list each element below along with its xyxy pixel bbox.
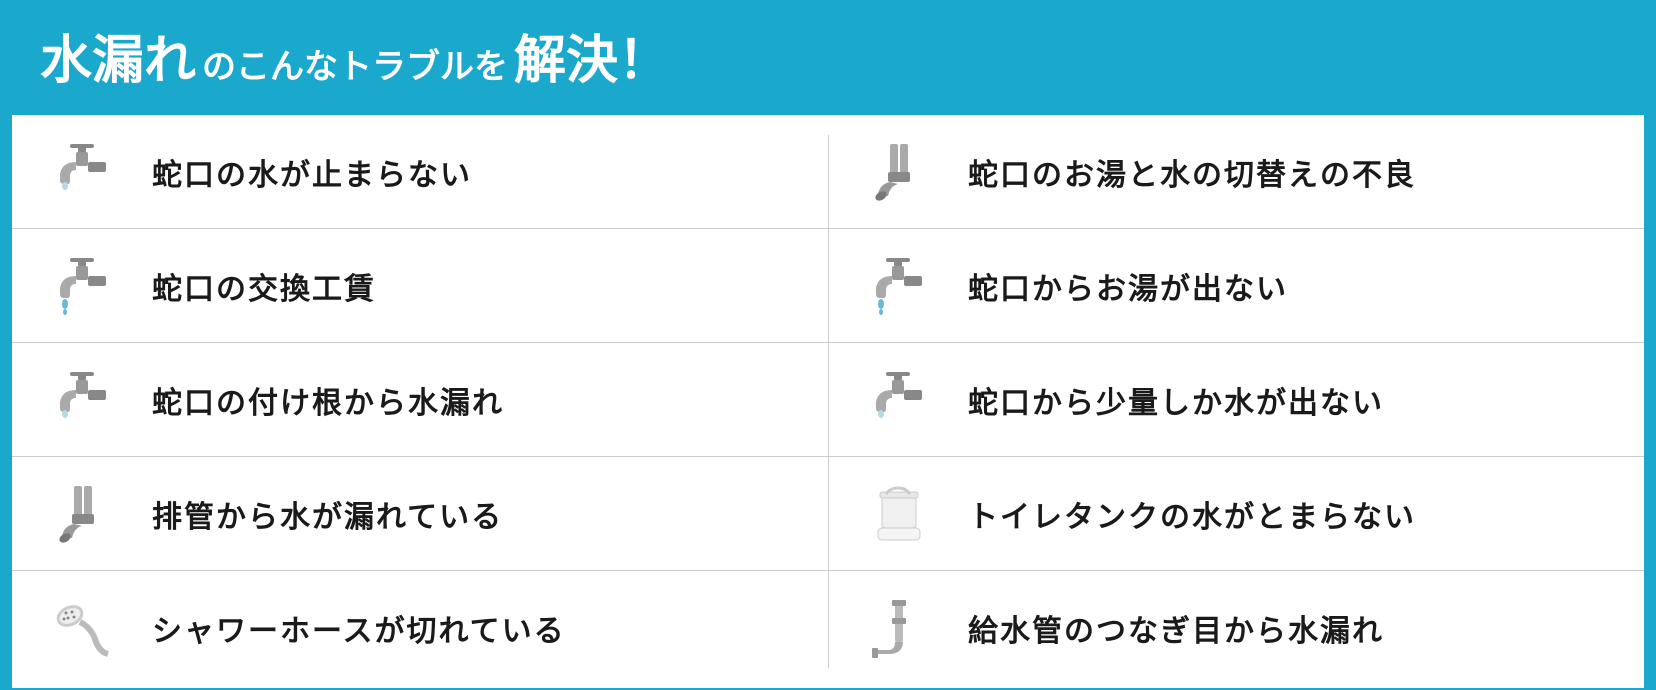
header-regular: のこんなトラブルを: [202, 39, 508, 88]
faucet-icon: [858, 360, 938, 440]
banner-container: 水漏れ のこんなトラブルを 解決！ 蛇口の水が止まらない蛇口の交換工賃蛇口の付け…: [0, 0, 1656, 690]
toilet-tank-icon: [858, 474, 938, 554]
faucet-drip-icon: [858, 246, 938, 326]
trouble-item-label: 蛇口のお湯と水の切替えの不良: [968, 150, 1416, 194]
trouble-item: 蛇口の水が止まらない: [12, 115, 828, 229]
trouble-item: 蛇口の付け根から水漏れ: [12, 343, 828, 457]
trouble-item: 蛇口の交換工賃: [12, 229, 828, 343]
left-column: 蛇口の水が止まらない蛇口の交換工賃蛇口の付け根から水漏れ排管から水が漏れているシ…: [12, 115, 828, 688]
trouble-item-label: 蛇口の水が止まらない: [152, 150, 472, 194]
faucet-drip-icon: [42, 246, 122, 326]
trouble-item: 蛇口から少量しか水が出ない: [828, 343, 1644, 457]
trouble-item: 排管から水が漏れている: [12, 457, 828, 571]
shower-icon: [42, 588, 122, 668]
pipe-joint-icon: [858, 132, 938, 212]
pipe-icon: [858, 588, 938, 668]
faucet-icon: [42, 360, 122, 440]
trouble-item-label: 蛇口からお湯が出ない: [968, 264, 1288, 308]
header-emphasis-2: 解決！: [514, 18, 670, 93]
banner-header: 水漏れ のこんなトラブルを 解決！: [0, 0, 1656, 115]
header-emphasis-1: 水漏れ: [40, 18, 196, 93]
content-panel: 蛇口の水が止まらない蛇口の交換工賃蛇口の付け根から水漏れ排管から水が漏れているシ…: [12, 115, 1644, 688]
trouble-item-label: 蛇口の付け根から水漏れ: [152, 378, 504, 422]
trouble-item: トイレタンクの水がとまらない: [828, 457, 1644, 571]
trouble-item-label: シャワーホースが切れている: [152, 606, 566, 650]
trouble-item: シャワーホースが切れている: [12, 571, 828, 685]
trouble-item-label: 給水管のつなぎ目から水漏れ: [968, 606, 1384, 650]
right-column: 蛇口のお湯と水の切替えの不良蛇口からお湯が出ない蛇口から少量しか水が出ないトイレ…: [828, 115, 1644, 688]
trouble-item: 蛇口のお湯と水の切替えの不良: [828, 115, 1644, 229]
trouble-item: 給水管のつなぎ目から水漏れ: [828, 571, 1644, 685]
vertical-divider: [828, 135, 829, 668]
trouble-item: 蛇口からお湯が出ない: [828, 229, 1644, 343]
trouble-item-label: トイレタンクの水がとまらない: [968, 492, 1416, 536]
faucet-icon: [42, 132, 122, 212]
trouble-item-label: 蛇口から少量しか水が出ない: [968, 378, 1384, 422]
pipe-joint-icon: [42, 474, 122, 554]
trouble-item-label: 蛇口の交換工賃: [152, 264, 376, 308]
header-text: 水漏れ のこんなトラブルを 解決！: [40, 18, 1616, 93]
trouble-item-label: 排管から水が漏れている: [152, 492, 503, 536]
